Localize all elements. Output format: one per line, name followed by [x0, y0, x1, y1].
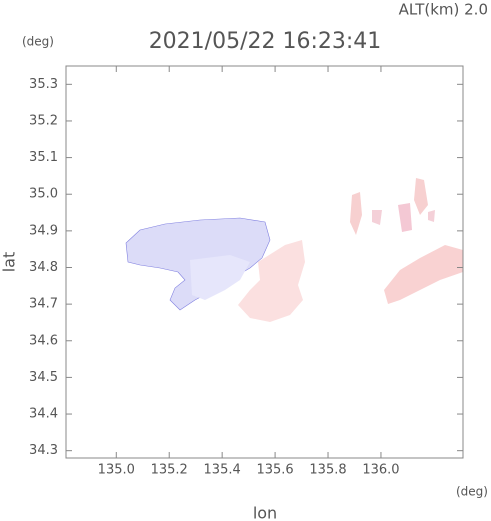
x-tick-label: 135.0	[98, 463, 135, 478]
y-tick-label: 34.9	[29, 223, 58, 238]
y-tick-label: 34.3	[29, 443, 58, 458]
y-tick-label: 34.4	[29, 407, 58, 422]
echo-light-blue	[190, 255, 250, 300]
x-tick-label: 135.4	[204, 463, 241, 478]
echo-field	[125, 178, 463, 322]
x-tick-label: 136.0	[362, 463, 399, 478]
echo-cell	[398, 203, 412, 232]
y-tick-label: 34.6	[29, 333, 58, 348]
altitude-label: ALT(km) 2.0	[399, 1, 488, 19]
y-tick-label: 35.1	[29, 150, 58, 165]
echo-cell	[372, 210, 382, 225]
y-axis-label: lat	[0, 252, 19, 273]
x-tick-label: 135.8	[309, 463, 346, 478]
y-tick-label: 35.3	[29, 77, 58, 92]
echo-cell	[350, 192, 362, 235]
y-tick-label: 34.5	[29, 370, 58, 385]
y-tick-label: 34.8	[29, 260, 58, 275]
y-tick-label: 34.7	[29, 297, 58, 312]
echo-pink	[238, 240, 305, 322]
echo-cell	[414, 178, 428, 215]
y-tick-label: 35.0	[29, 187, 58, 202]
x-tick-label: 135.2	[151, 463, 188, 478]
chart-title: 2021/05/22 16:23:41	[149, 29, 382, 54]
y-unit: (deg)	[22, 35, 54, 49]
x-tick-label: 135.6	[256, 463, 293, 478]
echo-pink-east	[384, 245, 463, 304]
plot-frame	[65, 65, 464, 459]
x-axis-label: lon	[253, 504, 277, 521]
echo-cell	[428, 210, 435, 222]
x-unit: (deg)	[456, 485, 488, 499]
y-tick-label: 35.2	[29, 113, 58, 128]
